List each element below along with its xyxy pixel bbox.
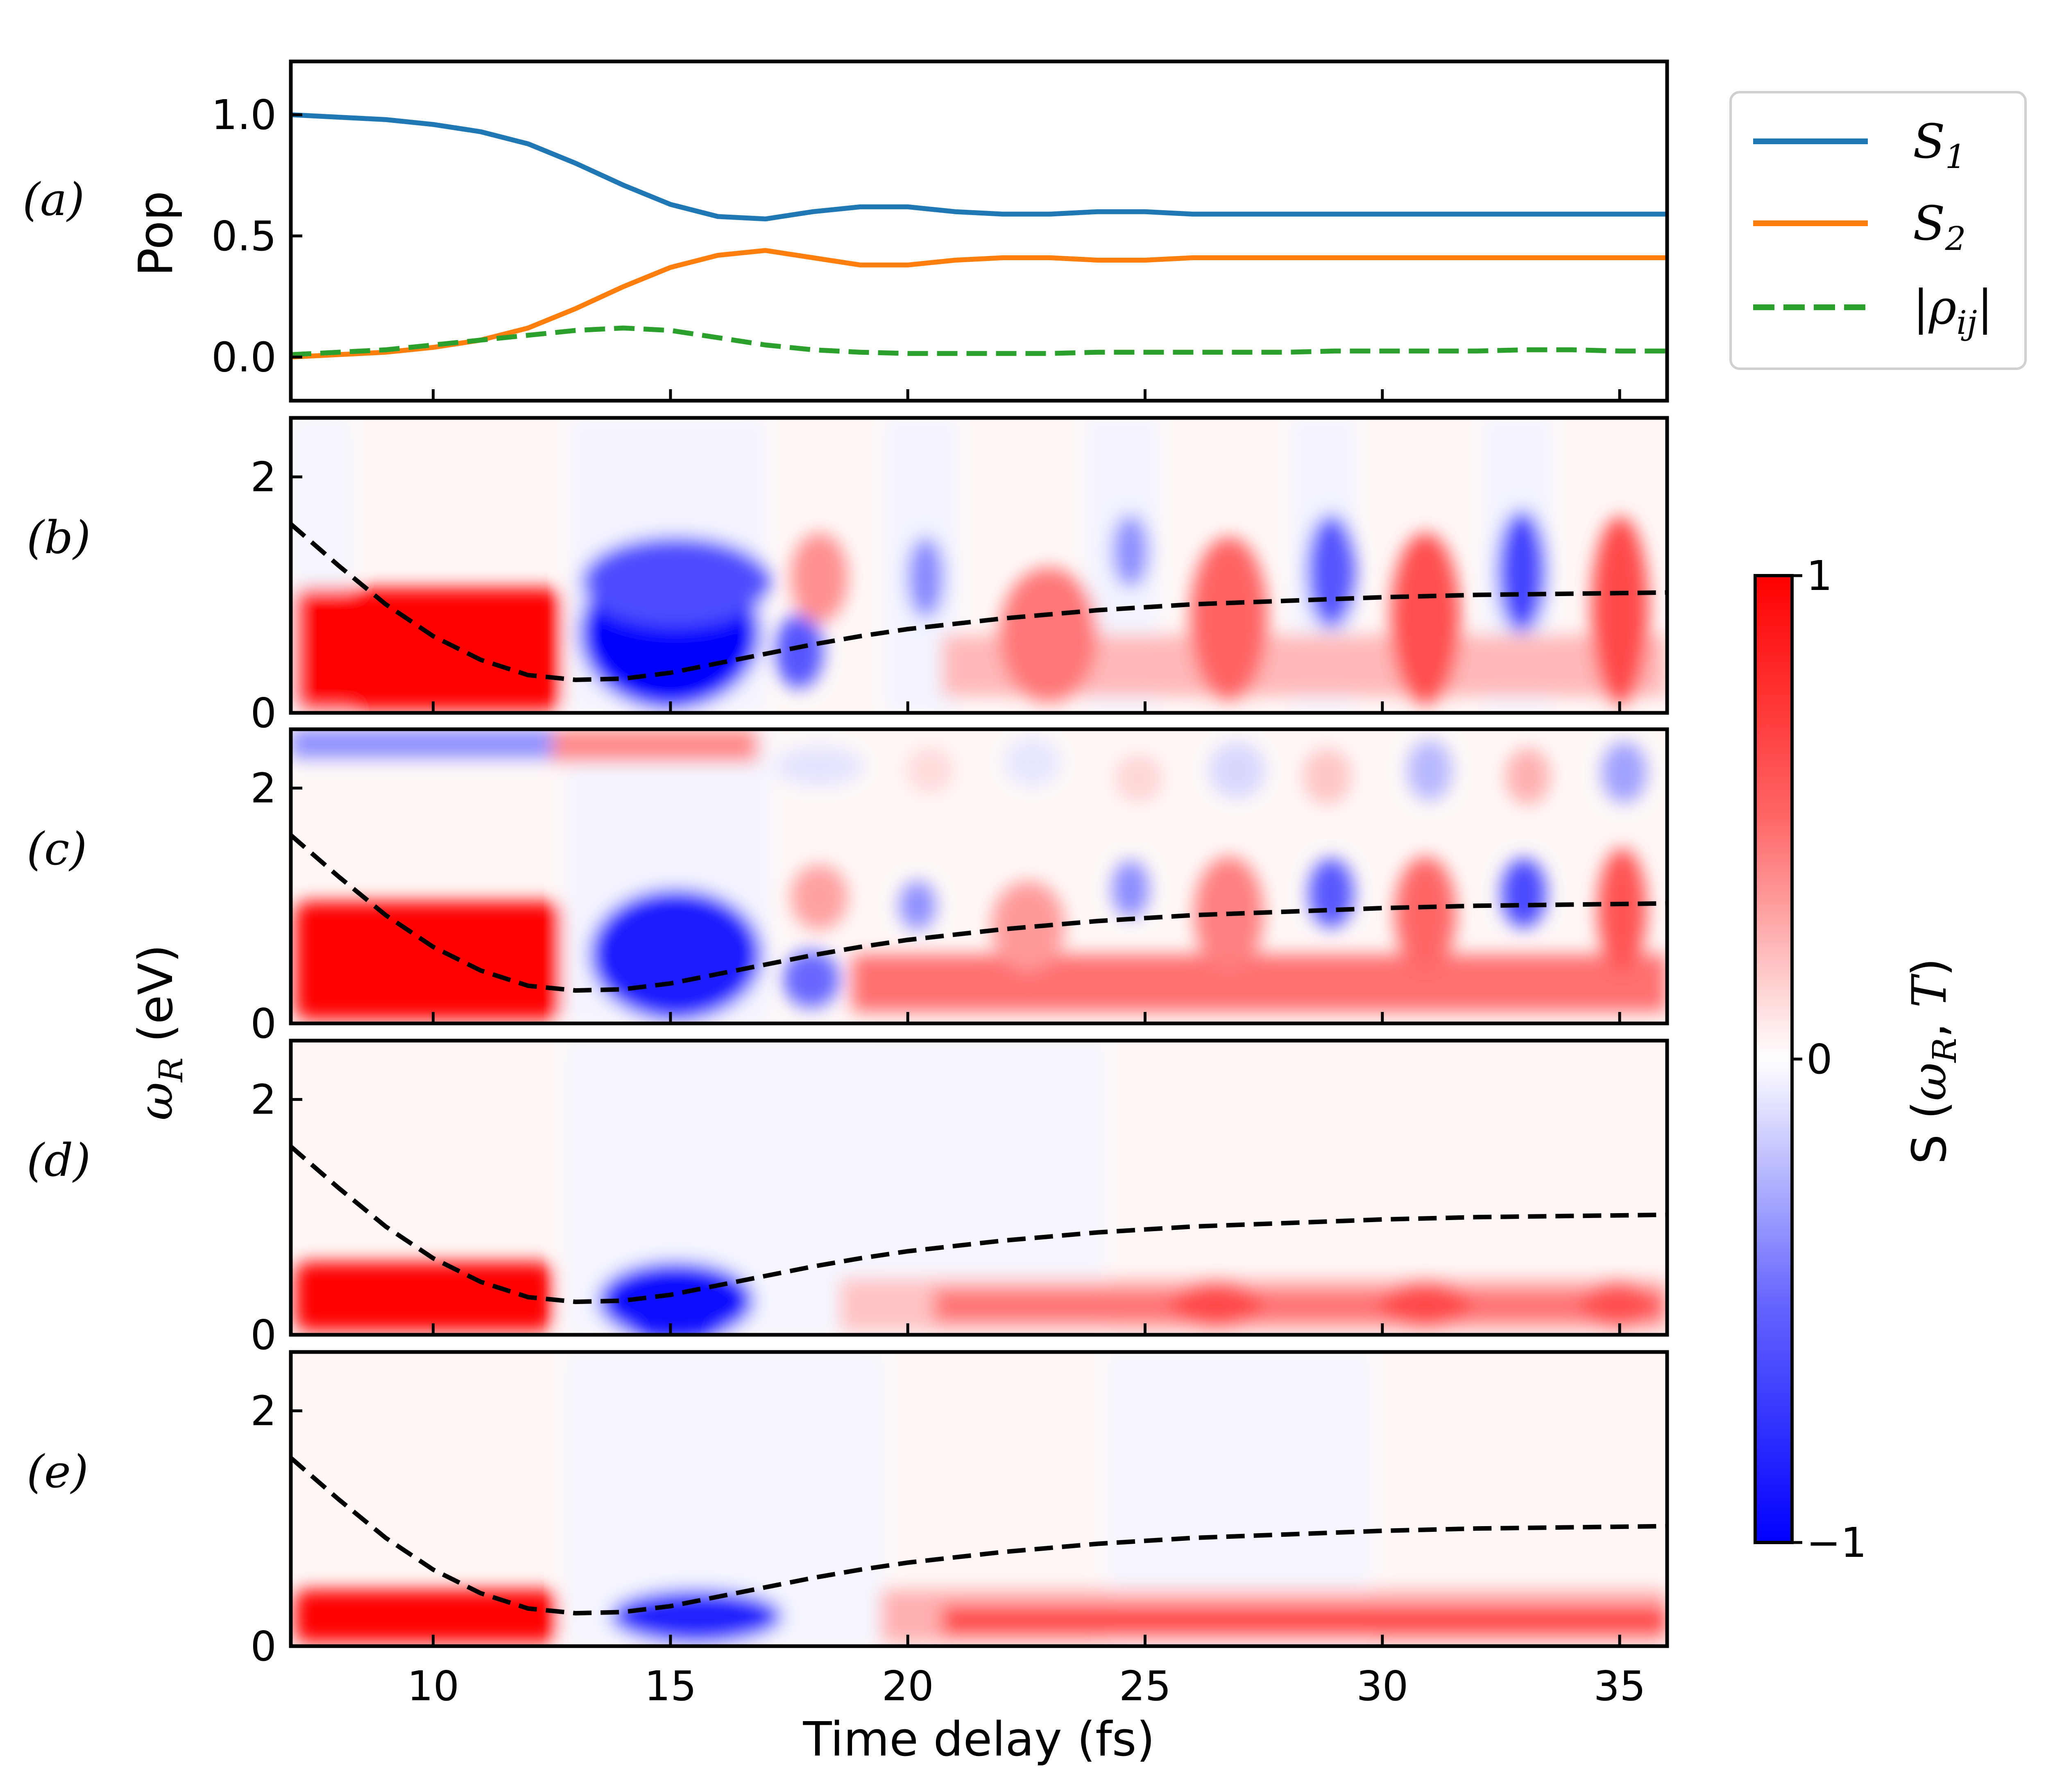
- panel-label-b: (b): [27, 511, 91, 564]
- population-y-tick-label: 1.0: [211, 91, 276, 139]
- population-series-1: [291, 112, 1667, 222]
- colorbar-gradient: [1754, 574, 1794, 1544]
- x-tick-label: 25: [1119, 1662, 1171, 1710]
- legend: S1 S2 |ρij|: [1729, 91, 2027, 370]
- colorbar-tick-label: 1: [1806, 552, 1833, 600]
- population-y-ticks: 0.0 0.5 1.0: [211, 91, 302, 381]
- heatmap-frame-b: [289, 416, 1669, 715]
- colorbar-label: S (ωR, T): [1902, 958, 1964, 1164]
- time-delay-x-label: Time delay (fs): [803, 1712, 1155, 1767]
- panel-label-a: (a): [23, 173, 84, 226]
- dashed-reference-curve-(d): [289, 1145, 1668, 1304]
- heatmap-y-tick-label: 0: [250, 689, 276, 737]
- heatmap-frame-e: [289, 1350, 1669, 1648]
- heatmap-frame-d: [289, 1039, 1669, 1337]
- heatmap-y-tick-label: 2: [250, 453, 276, 501]
- dashed-reference-curve-(b): [289, 522, 1668, 682]
- heatmap-y-tick-label: 2: [250, 1076, 276, 1124]
- legend-rho-label: |ρij|: [1913, 280, 1993, 342]
- panel-label-e: (e): [27, 1445, 88, 1498]
- colorbar: 1 0 −1 S (ωR, T): [1754, 552, 1964, 1567]
- frequency-y-label: ωR (eV): [129, 944, 190, 1121]
- x-tick-label: 10: [407, 1662, 459, 1710]
- population-series-3: [291, 325, 1667, 357]
- heatmap-y-tick-label: 0: [250, 1000, 276, 1048]
- heatmap-panel-b: [289, 416, 1669, 715]
- heatmap-y-tick-label: 2: [250, 764, 276, 812]
- dashed-reference-curve-(c): [289, 833, 1668, 993]
- heatmap-y-tick-label: 2: [250, 1387, 276, 1435]
- x-axis-ticks: 10 15 20 25 30 35: [407, 1662, 1646, 1710]
- colorbar-tick-label: 0: [1806, 1035, 1833, 1083]
- x-tick-label: 15: [644, 1662, 696, 1710]
- heatmap-frame-c: [289, 727, 1669, 1025]
- heatmap-panel-e: [289, 1350, 1669, 1648]
- colorbar-tick-label: −1: [1806, 1519, 1867, 1567]
- population-series-2: [291, 248, 1667, 360]
- population-axes-frame: [289, 59, 1669, 403]
- population-y-tick-label: 0.0: [211, 333, 276, 381]
- heatmap-y-tick-label: 0: [250, 1311, 276, 1359]
- x-tick-label: 30: [1356, 1662, 1408, 1710]
- population-y-tick-label: 0.5: [211, 212, 276, 260]
- legend-s2-label: S2: [1913, 196, 1966, 258]
- x-tick-label: 20: [882, 1662, 934, 1710]
- population-series-group: [291, 112, 1667, 360]
- heatmap-overlays: 0 2 0 2 0 2 0 2: [250, 389, 1668, 1670]
- legend-s1-label: S1: [1913, 114, 1966, 176]
- panel-label-d: (d): [27, 1134, 91, 1186]
- population-panel: 0.0 0.5 1.0: [211, 59, 1669, 403]
- colorbar-ticks: 1 0 −1: [1792, 552, 1867, 1567]
- legend-box: [1729, 91, 2027, 370]
- panel-label-c: (c): [27, 823, 87, 875]
- x-tick-label: 35: [1594, 1662, 1646, 1710]
- population-y-label: Pop: [129, 191, 184, 277]
- heatmap-panel-c: [289, 727, 1669, 1025]
- dashed-reference-curve-(e): [289, 1456, 1668, 1616]
- heatmap-panel-d: [289, 1039, 1669, 1337]
- heatmap-y-tick-label: 0: [250, 1622, 276, 1670]
